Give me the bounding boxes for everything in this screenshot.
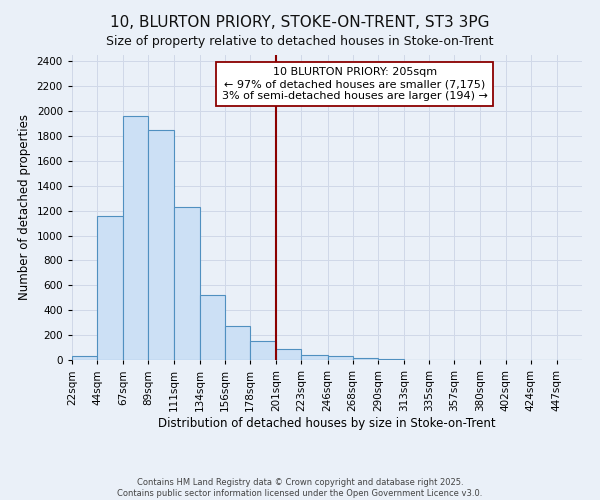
Bar <box>328 356 353 360</box>
Bar <box>124 116 148 360</box>
Bar <box>72 356 97 360</box>
Bar <box>353 358 378 360</box>
Bar <box>225 326 250 360</box>
Bar <box>301 355 328 360</box>
Text: Size of property relative to detached houses in Stoke-on-Trent: Size of property relative to detached ho… <box>106 35 494 48</box>
Text: 10 BLURTON PRIORY: 205sqm
← 97% of detached houses are smaller (7,175)
3% of sem: 10 BLURTON PRIORY: 205sqm ← 97% of detac… <box>222 68 488 100</box>
Y-axis label: Number of detached properties: Number of detached properties <box>18 114 31 300</box>
Bar <box>173 207 200 360</box>
Text: Contains HM Land Registry data © Crown copyright and database right 2025.
Contai: Contains HM Land Registry data © Crown c… <box>118 478 482 498</box>
Text: 10, BLURTON PRIORY, STOKE-ON-TRENT, ST3 3PG: 10, BLURTON PRIORY, STOKE-ON-TRENT, ST3 … <box>110 15 490 30</box>
X-axis label: Distribution of detached houses by size in Stoke-on-Trent: Distribution of detached houses by size … <box>158 416 496 430</box>
Bar <box>200 296 225 360</box>
Bar <box>276 350 301 360</box>
Bar <box>97 216 124 360</box>
Bar <box>250 342 276 360</box>
Bar <box>148 130 173 360</box>
